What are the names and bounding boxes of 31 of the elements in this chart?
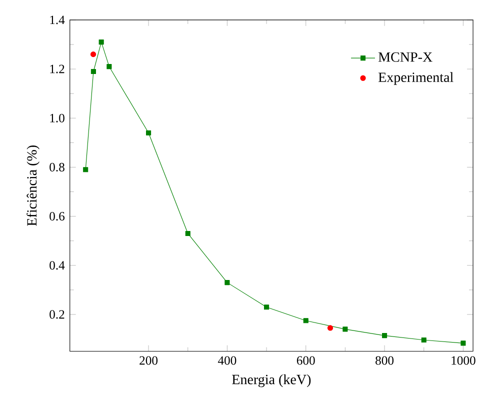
- x-tick-label: 600: [296, 356, 315, 365]
- point: [224, 280, 230, 285]
- x-tick-label: 200: [140, 356, 158, 365]
- point: [106, 64, 112, 70]
- point: [327, 325, 334, 331]
- point: [382, 332, 388, 338]
- y-axis-title: Eficiência (%): [26, 145, 40, 226]
- y-tick-label: 0.4: [50, 261, 65, 270]
- point: [90, 68, 96, 74]
- point: [90, 51, 96, 58]
- point: [98, 39, 104, 44]
- x-tick-label: 400: [218, 356, 236, 365]
- point: [460, 340, 466, 346]
- y-tick-label: 0.2: [50, 310, 64, 319]
- point: [342, 326, 348, 332]
- x-tick-label: 1000: [452, 356, 476, 365]
- point: [83, 167, 88, 172]
- y-tick-label: 0.8: [50, 162, 64, 172]
- y-tick-label: 1.2: [50, 64, 64, 74]
- point: [146, 130, 152, 136]
- point: [264, 304, 270, 310]
- legend-label: MCNP-X: [378, 52, 432, 62]
- y-tick-label: 0.6: [50, 212, 65, 220]
- point: [421, 337, 426, 342]
- point: [303, 318, 308, 324]
- y-tick-label: 1.0: [50, 114, 64, 122]
- x-axis-title: Energia (keV): [232, 374, 311, 388]
- x-tick-label: 800: [376, 356, 394, 365]
- point: [185, 230, 190, 236]
- y-tick-label: 1.4: [50, 16, 65, 24]
- legend-label: Experimental: [378, 72, 454, 85]
